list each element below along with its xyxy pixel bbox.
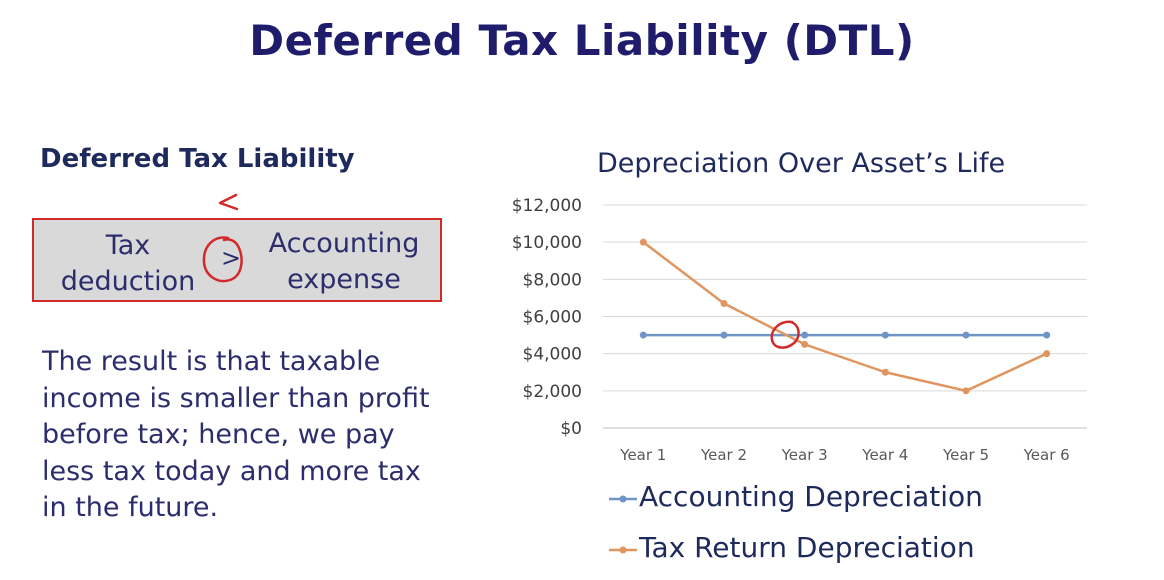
data-point-accounting xyxy=(881,331,889,339)
data-point-tax-return xyxy=(962,387,970,395)
x-tick-label: Year 1 xyxy=(619,446,666,464)
comparison-box: Tax deduction > Accounting expense xyxy=(32,218,442,302)
accounting-expense-term: Accounting expense xyxy=(254,226,434,298)
tax-deduction-line1: Tax xyxy=(105,230,151,261)
paragraph-line: The result is that taxable xyxy=(42,346,381,377)
x-tick-label: Year 6 xyxy=(1023,446,1070,464)
y-tick-label: $8,000 xyxy=(523,270,582,290)
legend-tax-return-swatch-icon xyxy=(609,546,637,554)
y-tick-label: $6,000 xyxy=(523,308,582,328)
data-point-tax-return xyxy=(801,340,809,348)
y-tick-label: $0 xyxy=(560,419,582,439)
x-tick-label: Year 2 xyxy=(700,446,747,464)
paragraph-line: before tax; hence, we pay xyxy=(42,419,395,450)
x-tick-label: Year 4 xyxy=(861,446,908,464)
series-line-tax-return xyxy=(642,241,1048,393)
handwritten-less-than-icon xyxy=(218,193,239,211)
x-tick-label: Year 3 xyxy=(781,446,828,464)
x-tick-label: Year 5 xyxy=(942,446,989,464)
y-tick-label: $10,000 xyxy=(512,233,582,253)
data-point-tax-return xyxy=(639,238,647,246)
data-point-tax-return xyxy=(1043,350,1051,358)
tax-deduction-line2: deduction xyxy=(60,266,196,297)
explanation-paragraph: The result is that taxable income is sma… xyxy=(42,344,462,527)
greater-than-sign: > xyxy=(220,244,242,272)
accounting-expense-line2: expense xyxy=(287,264,401,295)
data-point-accounting xyxy=(720,331,728,339)
data-point-accounting xyxy=(962,331,970,339)
handwritten-circle-icon xyxy=(202,236,243,283)
legend-tax-return-label: Tax Return Depreciation xyxy=(639,531,975,564)
data-point-tax-return xyxy=(881,368,889,376)
tax-deduction-term: Tax deduction xyxy=(46,228,210,300)
chart-title: Depreciation Over Asset’s Life xyxy=(597,148,1006,179)
paragraph-line: in the future. xyxy=(42,492,219,523)
data-point-accounting xyxy=(801,331,809,339)
slide-title: Deferred Tax Liability (DTL) xyxy=(249,16,915,65)
accounting-expense-line1: Accounting xyxy=(268,228,420,259)
data-point-tax-return xyxy=(720,299,728,307)
legend-accounting-label: Accounting Depreciation xyxy=(639,480,983,513)
y-tick-label: $2,000 xyxy=(523,382,582,402)
y-tick-label: $12,000 xyxy=(512,196,582,216)
paragraph-line: less tax today and more tax xyxy=(42,455,421,487)
y-tick-label: $4,000 xyxy=(523,345,582,365)
data-point-accounting xyxy=(639,331,647,339)
section-heading: Deferred Tax Liability xyxy=(40,144,355,174)
paragraph-line: income is smaller than profit xyxy=(42,382,430,414)
crossover-circle-icon xyxy=(770,320,800,349)
data-point-accounting xyxy=(1043,331,1051,339)
legend-accounting-swatch-icon xyxy=(609,495,637,503)
